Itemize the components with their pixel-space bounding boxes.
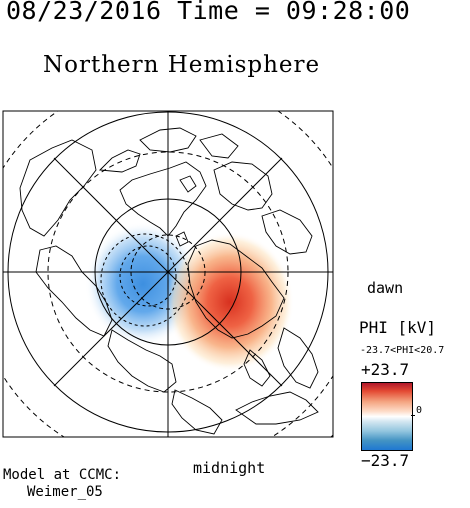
positive-cell — [166, 232, 294, 372]
dawn-label: dawn — [367, 279, 404, 297]
colorbar-zero-tick — [411, 415, 415, 416]
legend-min-label: −23.7 — [361, 451, 410, 470]
legend-zero-label: 0 — [416, 405, 423, 416]
legend-title: PHI [kV] — [359, 318, 437, 337]
contour-negative-outer — [100, 233, 190, 327]
credit-line-2: Weimer_05 — [27, 484, 103, 500]
contour-negative-inner — [119, 245, 177, 307]
meridian-diagonal-2 — [53, 157, 283, 387]
page-title: Northern Hemisphere — [43, 52, 321, 78]
credit-line-1: Model at CCMC: — [3, 467, 122, 483]
colorbar — [361, 382, 413, 451]
coastlines — [19, 127, 319, 435]
midnight-label: midnight — [193, 459, 266, 477]
legend-range: -23.7<PHI<20.7 — [360, 345, 445, 356]
header-time: 08/23/2016 Time = 09:28:00 — [6, 0, 411, 25]
legend-max-label: +23.7 — [361, 360, 410, 379]
